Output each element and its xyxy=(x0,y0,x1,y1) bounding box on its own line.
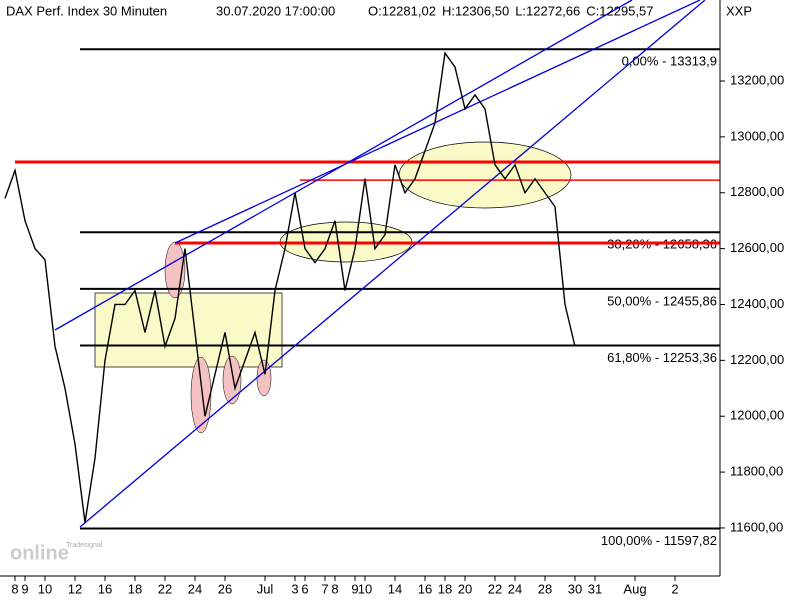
y-tick-label: 12800,00 xyxy=(730,184,784,199)
x-tick-label: 31 xyxy=(588,581,602,596)
x-tick-label: 10 xyxy=(38,581,52,596)
x-tick-label: 24 xyxy=(188,581,202,596)
x-tick-label: 16 xyxy=(98,581,112,596)
timestamp: 30.07.2020 17:00:00 xyxy=(216,3,335,18)
x-tick-label: 8 xyxy=(11,581,18,596)
x-tick-label: 28 xyxy=(538,581,552,596)
x-tick-label: 10 xyxy=(358,581,372,596)
y-tick-label: 13200,00 xyxy=(730,72,784,87)
x-tick-label: Aug xyxy=(623,581,646,596)
ohlc-label: O:12281,02 xyxy=(368,3,436,18)
ohlc-label: L:12272,66 xyxy=(515,3,580,18)
x-tick-label: 18 xyxy=(128,581,142,596)
x-tick-label: 22 xyxy=(488,581,502,596)
y-tick-label: 12200,00 xyxy=(730,352,784,367)
pink-ellipse xyxy=(222,355,242,405)
channel-line xyxy=(79,0,706,528)
x-tick-label: 3 xyxy=(291,581,298,596)
fib-label: 100,00% - 11597,82 xyxy=(601,533,717,548)
axis-name: XXP xyxy=(726,3,752,18)
x-tick-label: 26 xyxy=(218,581,232,596)
logo-small: Tradesignal xyxy=(66,542,103,549)
fib-label: 61,80% - 12253,36 xyxy=(607,350,717,365)
x-tick-label: 2 xyxy=(671,581,678,596)
chart-title: DAX Perf. Index 30 Minuten xyxy=(6,3,167,18)
y-tick-label: 12400,00 xyxy=(730,296,784,311)
x-tick-label: 8 xyxy=(331,581,338,596)
pink-ellipse xyxy=(256,359,272,397)
x-tick-label: Jul xyxy=(257,581,274,596)
x-tick-label: 7 xyxy=(321,581,328,596)
x-tick-label: 16 xyxy=(418,581,432,596)
x-tick-label: 24 xyxy=(508,581,522,596)
logo: online xyxy=(10,542,69,564)
y-tick-label: 13000,00 xyxy=(730,128,784,143)
fib-label: 0,00% - 13313,9 xyxy=(622,54,717,69)
x-tick-label: 22 xyxy=(158,581,172,596)
ohlc-label: C:12295,57 xyxy=(586,3,653,18)
x-tick-label: 30 xyxy=(568,581,582,596)
price-line xyxy=(4,51,576,523)
x-tick-label: 9 xyxy=(351,581,358,596)
y-tick-label: 12000,00 xyxy=(730,408,784,423)
x-tick-label: 20 xyxy=(458,581,472,596)
ohlc-label: H:12306,50 xyxy=(442,3,509,18)
x-tick-label: 18 xyxy=(438,581,452,596)
x-tick-label: 9 xyxy=(21,581,28,596)
fib-label: 50,00% - 12455,86 xyxy=(607,293,717,308)
x-tick-label: 14 xyxy=(388,581,402,596)
range-box xyxy=(94,292,283,368)
y-tick-label: 11600,00 xyxy=(730,519,783,534)
x-tick-label: 12 xyxy=(68,581,82,596)
channel-line xyxy=(174,0,701,244)
pink-ellipse xyxy=(190,356,212,434)
x-tick-label: 6 xyxy=(301,581,308,596)
y-tick-label: 12600,00 xyxy=(730,240,784,255)
y-tick-label: 11800,00 xyxy=(730,464,783,479)
